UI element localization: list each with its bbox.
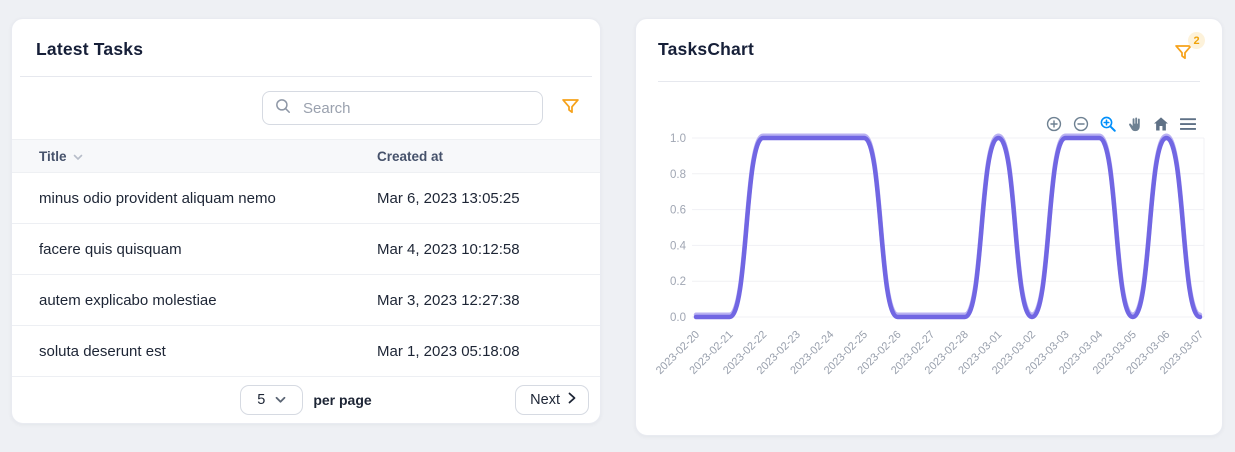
next-label: Next: [530, 392, 560, 408]
divider: [20, 76, 592, 77]
task-created-at-cell: Mar 6, 2023 13:05:25: [377, 172, 600, 224]
search-input[interactable]: [301, 98, 531, 118]
svg-text:0.2: 0.2: [670, 276, 686, 288]
svg-text:0.6: 0.6: [670, 205, 686, 217]
latest-tasks-title: Latest Tasks: [36, 39, 144, 59]
task-title-cell: facere quis quisquam: [12, 223, 377, 275]
task-created-at-cell: Mar 3, 2023 12:27:38: [377, 274, 600, 326]
table-row[interactable]: autem explicabo molestiae Mar 3, 2023 12:…: [12, 274, 600, 326]
selection-zoom-icon[interactable]: [1099, 115, 1117, 133]
home-icon[interactable]: [1152, 115, 1170, 133]
next-page-button[interactable]: Next: [515, 385, 589, 415]
tasks-table: Title Created at minus odio provident: [12, 139, 600, 377]
pan-icon[interactable]: [1126, 116, 1143, 133]
svg-text:0.8: 0.8: [670, 169, 686, 181]
tasks-table-body: minus odio provident aliquam nemo Mar 6, …: [12, 172, 600, 377]
latest-tasks-header: Latest Tasks: [12, 19, 600, 76]
search-row: [12, 77, 600, 139]
filter-count-badge: 2: [1188, 32, 1205, 49]
per-page-value: 5: [257, 392, 266, 408]
chevron-down-icon: [275, 392, 286, 408]
sort-chevron-down-icon: [73, 149, 83, 164]
table-row[interactable]: soluta deserunt est Mar 1, 2023 05:18:08: [12, 325, 600, 377]
column-created-label: Created at: [377, 148, 444, 164]
task-title-cell: autem explicabo molestiae: [12, 274, 377, 326]
column-header-created-at[interactable]: Created at: [377, 139, 600, 173]
task-created-at-cell: Mar 1, 2023 05:18:08: [377, 325, 600, 377]
column-title-label: Title: [39, 148, 67, 164]
latest-tasks-panel: Latest Tasks: [11, 18, 601, 424]
tasks-chart-header: TasksChart 2: [636, 19, 1222, 81]
zoom-out-icon[interactable]: [1072, 115, 1090, 133]
svg-text:0.0: 0.0: [670, 312, 686, 324]
tasks-chart-panel: TasksChart 2: [635, 18, 1223, 436]
chart-toolbar: [1045, 115, 1197, 133]
per-page-group: 5 per page: [240, 385, 372, 415]
dashboard-page: Latest Tasks: [11, 18, 1223, 436]
search-box[interactable]: [262, 91, 543, 125]
tasks-chart-svg[interactable]: 0.00.20.40.60.81.02023-02-202023-02-2120…: [648, 118, 1208, 390]
svg-text:0.4: 0.4: [670, 240, 687, 252]
funnel-icon: [560, 96, 581, 120]
task-title-cell: minus odio provident aliquam nemo: [12, 172, 377, 224]
task-title-cell: soluta deserunt est: [12, 325, 377, 377]
task-created-at-cell: Mar 4, 2023 10:12:58: [377, 223, 600, 275]
table-footer: 5 per page Next: [12, 377, 600, 423]
per-page-select[interactable]: 5: [240, 385, 304, 415]
divider: [658, 81, 1200, 82]
tasks-chart-title: TasksChart: [658, 39, 755, 59]
table-row[interactable]: facere quis quisquam Mar 4, 2023 10:12:58: [12, 223, 600, 275]
table-header-row: Title Created at: [12, 139, 600, 173]
svg-text:1.0: 1.0: [670, 133, 686, 145]
chart-body: 0.0 0.2 0.4 0.6 0.8 1.0 2023-02-20 2023-02-21 20…: [636, 82, 1222, 395]
column-header-title[interactable]: Title: [12, 139, 377, 173]
zoom-in-icon[interactable]: [1045, 115, 1063, 133]
search-icon: [274, 97, 292, 120]
menu-icon[interactable]: [1179, 116, 1197, 132]
filter-button[interactable]: [560, 96, 581, 120]
chart-filter-button[interactable]: 2: [1173, 32, 1205, 66]
per-page-label: per page: [313, 392, 372, 408]
chevron-right-icon: [568, 392, 576, 408]
table-row[interactable]: minus odio provident aliquam nemo Mar 6, …: [12, 172, 600, 224]
